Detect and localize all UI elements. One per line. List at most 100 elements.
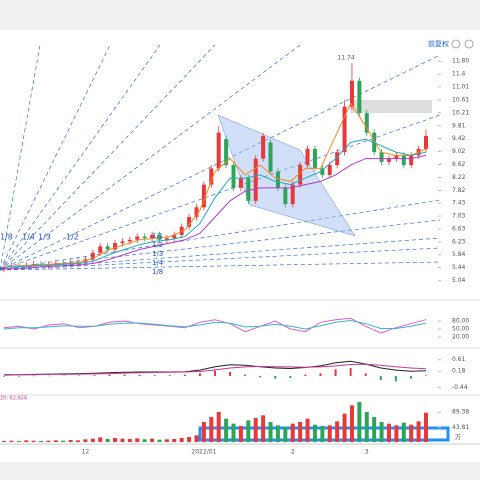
volume-bar [68,440,73,442]
candle-body [320,168,325,175]
volume-bar [409,424,414,442]
settings-icon[interactable] [464,39,474,49]
volume-bar [416,421,421,442]
volume-bar [61,440,66,442]
volume-bar [231,423,236,442]
candle-body [90,252,95,260]
candle-body [275,171,280,188]
volume-bar [401,422,406,442]
volume-bar [305,418,310,442]
volume-bar [246,420,251,442]
candle-body [238,178,243,188]
candle-body [113,243,118,250]
x-tick-label: 2 [291,449,295,456]
y-tick-label: 89.38 [452,409,469,416]
candle-body [179,226,184,235]
macd-bar [409,376,412,379]
candle-body [201,184,206,208]
candle-body [172,234,177,239]
volume-bar [261,415,266,442]
indicator-line [3,102,427,268]
volume-bar [335,421,340,442]
candle-body [142,236,147,239]
volume-bar [83,439,88,442]
indicator-line [3,363,427,376]
candle-body [335,152,340,166]
y-tick-label: 50.00 [452,326,469,333]
macd-bar [304,374,307,376]
candle-body [127,239,132,242]
adjustment-button[interactable]: 前复权 [428,39,449,48]
y-tick-label: 11.4 [452,71,466,78]
volume-bar [312,424,317,442]
y-tick-label: 7.43 [452,200,466,207]
volume-bar [327,425,332,442]
y-tick-label: 5.44 [452,264,466,271]
macd-bar [259,376,262,378]
volume-bar [394,425,399,442]
y-tick-label: 8.22 [452,174,466,181]
volume-bar [172,439,177,442]
volume-bar [224,418,229,442]
candle-body [98,246,103,253]
volume-bar [135,438,140,442]
volume-bar [238,426,243,442]
volume-bar [209,417,214,442]
y-tick-label: 9.42 [452,135,466,142]
candle-body [261,135,266,159]
candle-body [401,155,406,166]
macd-bar [229,372,232,376]
y-tick-label: 7.82 [452,187,466,194]
volume-bar [424,412,428,442]
y-tick-label: 7.03 [452,213,466,220]
volume-bar [290,423,295,442]
macd-bar [394,376,397,382]
macd-bar [319,373,322,376]
y-tick-label: 5.84 [452,251,466,258]
candle-body [364,113,369,133]
macd-bar [63,375,66,376]
y-tick-label: 20.00 [452,334,469,341]
volume-bar [9,440,14,442]
candle-body [379,152,384,162]
y-tick-label: 6.63 [452,226,466,233]
top-band [0,0,480,30]
reset-icon[interactable] [451,39,461,49]
candle-body [194,207,199,218]
y-tick-label: 6.23 [452,239,466,246]
macd-bar [48,375,51,377]
fan-label: 1/8 [152,268,163,276]
range-highlight [350,100,432,113]
candle-body [357,80,362,114]
indicator-line [3,154,427,270]
fan-label: 1/4 [22,233,35,242]
y-tick-label: 11.80 [452,58,469,65]
volume-bar [120,438,125,442]
macd-bar [138,374,141,376]
indicator-line [3,138,427,268]
volume-bar [31,440,36,442]
macd-bar [168,375,171,376]
candle-body [120,241,125,244]
candle-body [424,135,428,149]
bottom-band [0,462,480,480]
volume-bar [142,439,147,442]
volume-bar [187,437,192,442]
candle-body [312,148,317,169]
candle-body [386,158,391,162]
candle-body [2,267,6,270]
x-tick-label: 3 [365,449,369,456]
macd-bar [183,374,186,376]
volume-bar [364,412,369,442]
candle-body [105,246,110,250]
volume-bar [98,437,103,442]
volume-bar [105,439,110,442]
fan-label: 1/3 [152,250,163,258]
candle-body [246,178,251,201]
volume-bar [164,439,169,442]
candle-body [224,139,229,166]
volume-bar [216,412,221,442]
x-tick-label: 12 [82,449,90,456]
macd-bar [3,376,5,377]
